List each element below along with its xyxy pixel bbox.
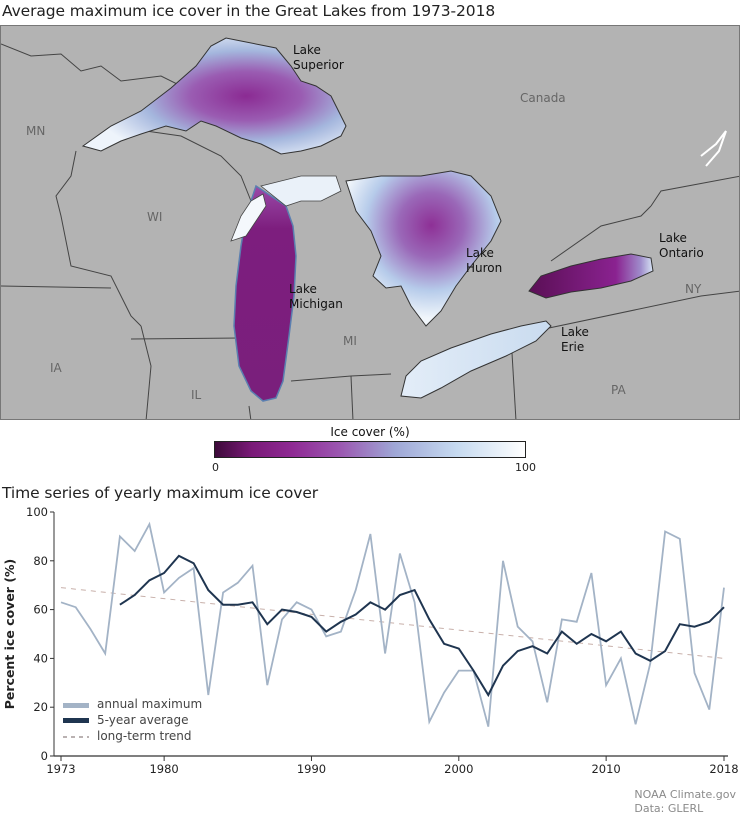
legend-avg-label: 5-year average (97, 713, 189, 727)
y-tick-label: 40 (33, 651, 48, 665)
y-tick-label: 100 (26, 505, 48, 519)
legend-trend-label: long-term trend (97, 729, 192, 743)
legend-avg-swatch (63, 718, 89, 723)
y-tick-label: 60 (33, 603, 48, 617)
credit-source: NOAA Climate.gov (634, 788, 736, 801)
great-lakes-map: Lake Superior Lake Michigan Lake Huron L… (0, 25, 740, 420)
label-mn: MN (26, 124, 46, 138)
trend-line (60, 587, 725, 659)
x-tick-label: 2010 (591, 762, 620, 776)
timeseries-title: Time series of yearly maximum ice cover (2, 484, 319, 502)
five-year-avg-line (119, 554, 725, 698)
label-ia: IA (50, 361, 62, 375)
credit: NOAA Climate.gov Data: GLERL (634, 788, 736, 816)
colorbar-title: Ice cover (%) (330, 425, 410, 439)
chart-axes: 0 20 40 60 80 100 1973 1980 1990 2000 2010 2018 (26, 505, 739, 776)
y-axis-label: Percent ice cover (%) (2, 559, 17, 710)
legend-annual-swatch (63, 703, 89, 708)
label-canada: Canada (520, 91, 566, 105)
y-tick-label: 80 (33, 554, 48, 568)
label-lake-superior: Lake Superior (293, 43, 344, 72)
x-tick-label: 2000 (444, 762, 473, 776)
map-title: Average maximum ice cover in the Great L… (2, 2, 496, 20)
colorbar-min-label: 0 (212, 461, 219, 474)
x-tick-label: 1980 (149, 762, 178, 776)
label-wi: WI (147, 210, 163, 224)
label-ny: NY (685, 282, 702, 296)
y-tick-label: 20 (33, 700, 48, 714)
label-lake-michigan: Lake Michigan (289, 282, 343, 311)
credit-data: Data: GLERL (634, 802, 704, 815)
label-il: IL (191, 388, 202, 402)
x-tick-label: 1973 (46, 762, 75, 776)
y-tick-label: 0 (41, 749, 48, 763)
timeseries-chart: 0 20 40 60 80 100 1973 1980 1990 2000 2010 2018 Per… (2, 505, 739, 776)
colorbar-max-label: 100 (515, 461, 536, 474)
map-graphic (1, 37, 739, 419)
x-tick-label: 2018 (709, 762, 738, 776)
label-lake-huron: Lake Huron (466, 246, 503, 275)
label-lake-ontario: Lake Ontario (659, 231, 704, 260)
colorbar-gradient (214, 441, 526, 458)
label-lake-erie: Lake Erie (561, 325, 589, 354)
x-tick-label: 1990 (297, 762, 326, 776)
label-mi: MI (343, 334, 357, 348)
colorbar-legend: Ice cover (%) 0 100 (212, 425, 536, 474)
label-pa: PA (611, 383, 626, 397)
legend-annual-label: annual maximum (97, 697, 203, 711)
